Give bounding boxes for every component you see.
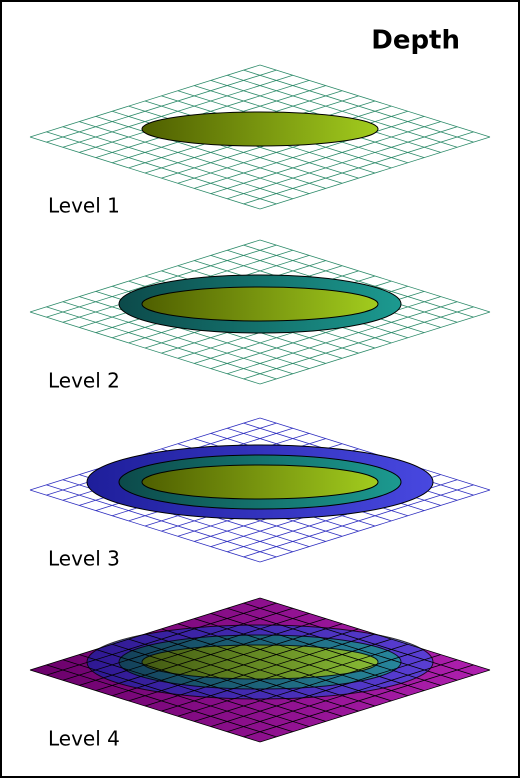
level-label: Level 2	[48, 369, 120, 393]
depth-ring	[142, 645, 378, 679]
depth-diagram: Depth Level 1 Level 2 Level 3 Level 4	[0, 0, 520, 778]
level-label: Level 1	[48, 194, 120, 218]
level-label: Level 4	[48, 727, 120, 751]
depth-ring	[142, 287, 378, 321]
depth-ring	[142, 465, 378, 499]
title: Depth	[371, 26, 460, 56]
depth-ring	[142, 112, 378, 146]
level-label: Level 3	[48, 547, 120, 571]
